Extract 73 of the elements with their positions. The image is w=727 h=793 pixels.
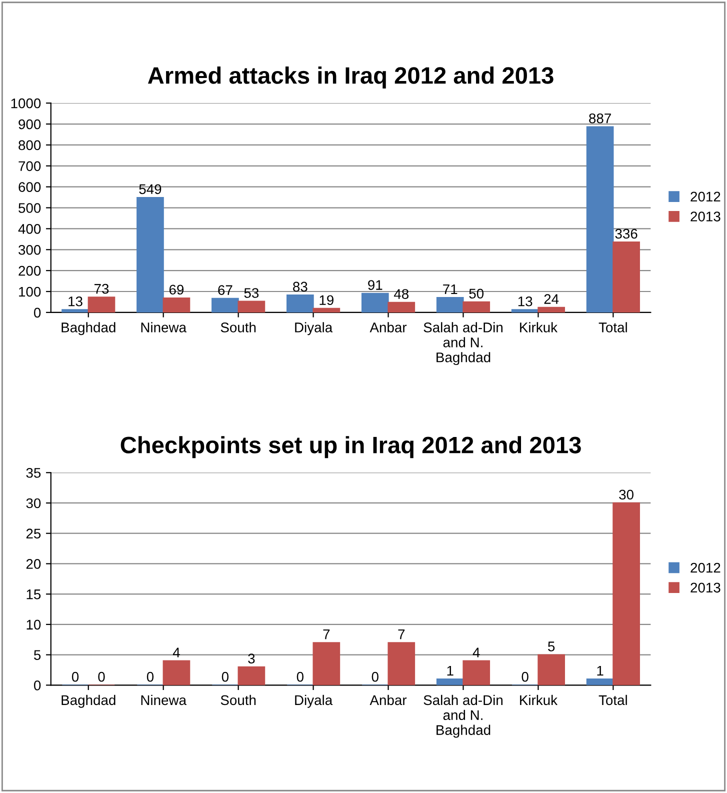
data-label: 336 bbox=[615, 228, 638, 239]
data-label: 24 bbox=[544, 294, 559, 304]
x-tick-label: South bbox=[220, 694, 256, 706]
data-label: 549 bbox=[139, 184, 162, 194]
x-tick-label: Baghdad bbox=[62, 322, 116, 336]
data-label: 48 bbox=[394, 289, 409, 299]
x-tick-label: Baghdad bbox=[62, 694, 116, 708]
data-label: 13 bbox=[68, 296, 82, 306]
data-label: 0 bbox=[296, 672, 304, 682]
x-tick-label: Ninewa bbox=[141, 694, 187, 706]
legend-label: 2013 bbox=[690, 212, 720, 222]
y-tick-label: 30 bbox=[26, 498, 41, 508]
x-tick-label: Anbar bbox=[370, 322, 407, 332]
x-tick-label: Salah ad-Din and N. Baghdad bbox=[424, 322, 502, 366]
data-label: 71 bbox=[443, 284, 458, 294]
y-tick-label: 700 bbox=[18, 161, 41, 172]
data-label: 7 bbox=[398, 630, 405, 640]
y-tick-label: 900 bbox=[18, 119, 41, 130]
data-label: 19 bbox=[320, 295, 334, 306]
y-tick-label: 20 bbox=[26, 559, 41, 569]
data-label: 67 bbox=[218, 285, 232, 295]
y-tick-label: 300 bbox=[18, 244, 41, 255]
data-label: 0 bbox=[372, 672, 378, 682]
data-label: 4 bbox=[472, 648, 480, 658]
data-label: 13 bbox=[518, 296, 532, 306]
y-tick-label: 15 bbox=[26, 590, 41, 600]
x-tick-label: Kirkuk bbox=[520, 322, 558, 332]
y-tick-label: 0 bbox=[34, 308, 41, 318]
legend-label: 2012 bbox=[690, 192, 720, 202]
legend-label: 2013 bbox=[690, 582, 720, 593]
data-label: 887 bbox=[589, 113, 611, 124]
x-tick-label: Diyala bbox=[295, 322, 333, 336]
data-label: 83 bbox=[293, 282, 308, 292]
y-tick-label: 400 bbox=[18, 224, 41, 234]
x-tick-label: Diyala bbox=[295, 694, 333, 708]
data-label: 0 bbox=[146, 672, 154, 682]
data-label: 3 bbox=[248, 654, 255, 664]
data-label: 1 bbox=[447, 666, 454, 676]
data-label: 0 bbox=[72, 672, 79, 682]
x-tick-label: Kirkuk bbox=[520, 694, 558, 706]
data-label: 1 bbox=[597, 666, 604, 676]
y-tick-label: 1000 bbox=[11, 98, 41, 108]
y-tick-label: 100 bbox=[19, 286, 41, 297]
data-label: 4 bbox=[172, 648, 180, 658]
y-tick-label: 500 bbox=[18, 203, 41, 213]
x-tick-label: Total bbox=[598, 694, 627, 706]
data-label: 69 bbox=[169, 284, 184, 295]
data-label: 73 bbox=[94, 284, 109, 294]
data-label: 7 bbox=[323, 630, 330, 640]
x-tick-label: South bbox=[220, 322, 256, 332]
x-tick-label: Salah ad-Din and N. Baghdad bbox=[424, 694, 502, 738]
chart-title: Checkpoints set up in Iraq 2012 and 2013 bbox=[120, 436, 581, 458]
y-tick-label: 800 bbox=[18, 140, 41, 150]
data-label: 30 bbox=[619, 490, 634, 500]
data-label: 0 bbox=[98, 672, 105, 682]
x-tick-label: Anbar bbox=[370, 694, 407, 706]
y-tick-label: 600 bbox=[18, 182, 41, 192]
data-label: 53 bbox=[244, 288, 259, 298]
y-tick-label: 200 bbox=[18, 266, 41, 276]
legend-label: 2012 bbox=[690, 562, 720, 573]
data-label: 91 bbox=[368, 280, 382, 290]
data-label: 0 bbox=[222, 672, 229, 682]
x-tick-label: Ninewa bbox=[141, 322, 187, 332]
y-tick-label: 0 bbox=[34, 680, 41, 690]
chart-title: Armed attacks in Iraq 2012 and 2013 bbox=[148, 66, 554, 89]
y-tick-label: 25 bbox=[26, 528, 41, 539]
y-tick-label: 35 bbox=[26, 468, 41, 478]
x-tick-label: Total bbox=[598, 322, 627, 332]
data-label: 5 bbox=[548, 642, 555, 652]
data-label: 50 bbox=[469, 288, 484, 299]
y-tick-label: 5 bbox=[34, 650, 41, 660]
data-label: 0 bbox=[522, 672, 528, 682]
y-tick-label: 10 bbox=[26, 620, 41, 630]
